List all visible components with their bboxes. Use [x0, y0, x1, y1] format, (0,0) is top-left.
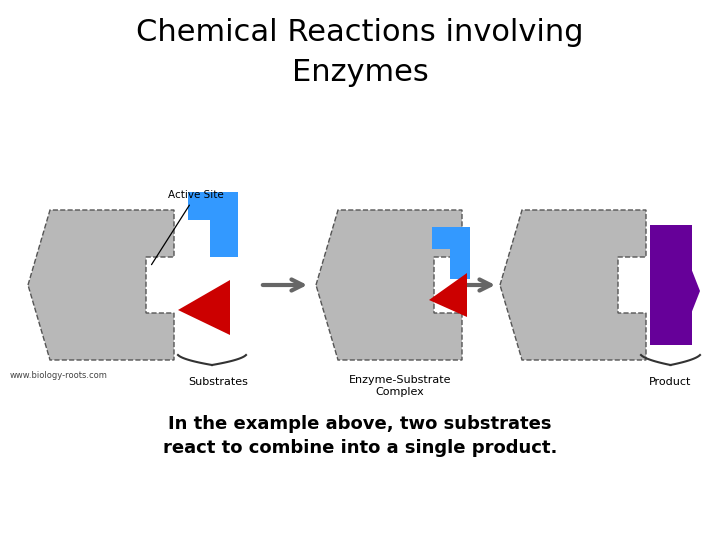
Polygon shape — [650, 225, 700, 345]
Text: www.biology-roots.com: www.biology-roots.com — [10, 370, 108, 380]
Text: Product: Product — [649, 377, 692, 387]
Text: Substrates: Substrates — [188, 377, 248, 387]
Text: Chemical Reactions involving: Chemical Reactions involving — [136, 18, 584, 47]
Polygon shape — [500, 210, 646, 360]
Polygon shape — [316, 210, 462, 360]
Text: Enzyme-Substrate
Complex: Enzyme-Substrate Complex — [348, 375, 451, 396]
Polygon shape — [178, 280, 230, 335]
Polygon shape — [28, 210, 174, 360]
Polygon shape — [188, 192, 238, 257]
Text: Active Site: Active Site — [151, 190, 224, 265]
Polygon shape — [429, 273, 467, 317]
Text: Enzymes: Enzymes — [292, 58, 428, 87]
Polygon shape — [432, 227, 470, 279]
Text: In the example above, two substrates
react to combine into a single product.: In the example above, two substrates rea… — [163, 415, 557, 457]
